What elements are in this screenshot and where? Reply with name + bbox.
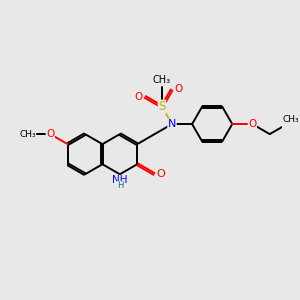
Text: H: H [116, 182, 123, 191]
Text: N: N [168, 119, 176, 129]
Text: O: O [156, 169, 165, 179]
Text: S: S [158, 100, 166, 113]
Text: O: O [248, 119, 256, 129]
Text: CH₃: CH₃ [153, 76, 171, 85]
Text: O: O [174, 84, 182, 94]
Text: NH: NH [112, 177, 128, 187]
Text: CH₃: CH₃ [283, 116, 300, 124]
Text: O: O [46, 129, 54, 139]
Text: CH₃: CH₃ [19, 130, 36, 139]
Text: O: O [134, 92, 142, 102]
Text: H: H [117, 182, 123, 190]
Text: NH: NH [112, 176, 128, 185]
